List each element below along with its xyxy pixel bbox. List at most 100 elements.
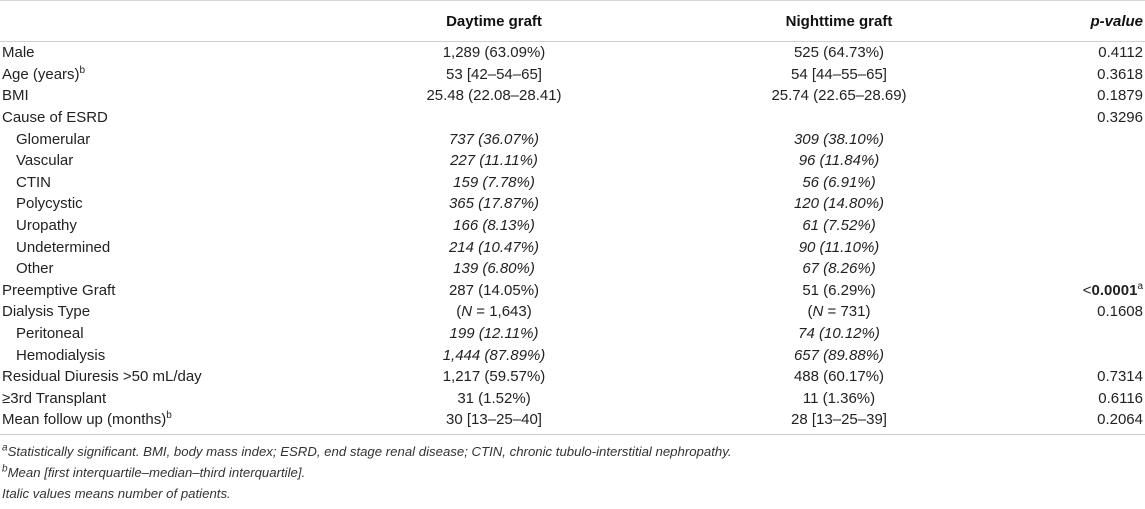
table-row: Preemptive Graft 287 (14.05%) 51 (6.29%)… (0, 280, 1145, 302)
nighttime-value: 96 (11.84%) (798, 152, 880, 170)
p-value: 0.1608 (1097, 303, 1143, 321)
nighttime-value: 488 (60.17%) (793, 368, 885, 386)
daytime-value: 139 (6.80%) (453, 260, 535, 278)
p-value: 0.3296 (1097, 109, 1143, 127)
p-value (1020, 236, 1145, 258)
daytime-value: 159 (7.78%) (453, 173, 535, 191)
nighttime-value: 657 (89.88%) (793, 346, 885, 364)
daytime-value: 1,217 (59.57%) (442, 368, 546, 386)
p-value: 0.3618 (1097, 65, 1143, 83)
table-row: Other 139 (6.80%) 67 (8.26%) (0, 258, 1145, 280)
daytime-value: 199 (12.11%) (449, 325, 539, 343)
data-table: Daytime graft Nighttime graft p-value Ma… (0, 0, 1145, 435)
table-row: Cause of ESRD 0.3296 (0, 107, 1145, 129)
p-value (1020, 172, 1145, 194)
nighttime-value: 56 (6.91%) (802, 173, 876, 191)
significant-p-value: 0.0001 (1091, 281, 1138, 299)
daytime-value: 227 (11.11%) (450, 152, 538, 170)
table-body: Male 1,289 (63.09%) 525 (64.73%) 0.4112 … (0, 42, 1145, 435)
table-row: ≥3rd Transplant 31 (1.52%) 11 (1.36%) 0.… (0, 388, 1145, 410)
nighttime-value: 90 (11.10%) (798, 238, 880, 256)
header-variable (0, 0, 330, 42)
daytime-value: 1,289 (63.09%) (442, 44, 546, 62)
nighttime-value: 25.74 (22.65–28.69) (771, 87, 907, 105)
footnote-italic-note: Italic values means number of patients. (2, 485, 231, 501)
nighttime-value: 61 (7.52%) (802, 217, 876, 235)
daytime-value: 365 (17.87%) (448, 195, 540, 213)
nighttime-value (658, 107, 1020, 129)
nighttime-value: 51 (6.29%) (802, 281, 876, 299)
p-value (1020, 344, 1145, 366)
table-row: Male 1,289 (63.09%) 525 (64.73%) 0.4112 (0, 42, 1145, 64)
daytime-value: 30 [13–25–40] (330, 409, 658, 435)
p-value (1020, 258, 1145, 280)
table-row: Undetermined 214 (10.47%) 90 (11.10%) (0, 236, 1145, 258)
row-label: ≥3rd Transplant (2, 389, 107, 407)
table-row: Dialysis Type (N = 1,643) (N = 731) 0.16… (0, 301, 1145, 323)
p-value (1020, 193, 1145, 215)
table-row: Mean follow up (months)b 30 [13–25–40] 2… (0, 409, 1145, 435)
nighttime-value: 120 (14.80%) (793, 195, 885, 213)
table-footnotes: aStatistically significant. BMI, body ma… (0, 441, 1145, 504)
footnote-mark: b (79, 64, 86, 76)
footnote-b: bMean [first interquartile–median–third … (2, 463, 306, 480)
row-label: Cause of ESRD (2, 109, 108, 127)
daytime-value: 214 (10.47%) (448, 238, 540, 256)
p-value: 0.1879 (1097, 87, 1143, 105)
nighttime-value: (N = 731) (807, 303, 871, 321)
daytime-value: 287 (14.05%) (448, 281, 540, 299)
nighttime-value: 11 (1.36%) (802, 389, 876, 407)
p-value: 0.2064 (1020, 409, 1145, 435)
table-header: Daytime graft Nighttime graft p-value (0, 0, 1145, 42)
header-nighttime-graft: Nighttime graft (658, 0, 1020, 42)
footnote-mark: b (166, 410, 172, 422)
row-label: Vascular (16, 152, 74, 170)
p-value: 0.4112 (1098, 44, 1143, 62)
p-value (1020, 215, 1145, 237)
daytime-value: 25.48 (22.08–28.41) (426, 87, 562, 105)
daytime-value: 31 (1.52%) (457, 389, 531, 407)
nighttime-value: 54 [44–55–65] (791, 65, 887, 83)
footnote-mark: a (1137, 280, 1143, 292)
table-row: Hemodialysis 1,444 (87.89%) 657 (89.88%) (0, 344, 1145, 366)
table-row: Residual Diuresis >50 mL/day 1,217 (59.5… (0, 366, 1145, 388)
daytime-value (330, 107, 658, 129)
p-value (1020, 150, 1145, 172)
row-label: Male (2, 44, 35, 62)
daytime-value: 166 (8.13%) (453, 217, 535, 235)
p-value: <0.0001a (1082, 280, 1143, 299)
row-label: BMI (2, 87, 29, 105)
table-row: Vascular 227 (11.11%) 96 (11.84%) (0, 150, 1145, 172)
row-label: Mean follow up (months)b (0, 409, 330, 435)
table-row: Uropathy 166 (8.13%) 61 (7.52%) (0, 215, 1145, 237)
footnote-a: aStatistically significant. BMI, body ma… (2, 442, 732, 459)
nighttime-value: 525 (64.73%) (793, 44, 885, 62)
daytime-value: 1,444 (87.89%) (442, 346, 546, 364)
nighttime-value: 28 [13–25–39] (658, 409, 1020, 435)
p-value (1020, 128, 1145, 150)
header-p-value: p-value (1020, 0, 1145, 42)
row-label: Dialysis Type (2, 303, 91, 321)
table-row: CTIN 159 (7.78%) 56 (6.91%) (0, 172, 1145, 194)
p-value (1020, 323, 1145, 345)
table-row: Polycystic 365 (17.87%) 120 (14.80%) (0, 193, 1145, 215)
nighttime-value: 309 (38.10%) (793, 130, 885, 148)
row-label: Uropathy (16, 217, 77, 235)
row-label: Hemodialysis (16, 346, 106, 364)
row-label: Preemptive Graft (2, 281, 116, 299)
p-value: 0.6116 (1098, 389, 1143, 407)
row-label: Age (years)b (2, 64, 86, 83)
header-daytime-graft: Daytime graft (330, 0, 658, 42)
table-row: Glomerular 737 (36.07%) 309 (38.10%) (0, 128, 1145, 150)
row-label: Undetermined (16, 238, 111, 256)
row-label: Peritoneal (16, 325, 84, 343)
row-label: Residual Diuresis >50 mL/day (2, 368, 202, 386)
daytime-value: 53 [42–54–65] (446, 65, 542, 83)
row-label: Glomerular (16, 130, 91, 148)
table-row: Age (years)b 53 [42–54–65] 54 [44–55–65]… (0, 64, 1145, 86)
daytime-value: 737 (36.07%) (448, 130, 540, 148)
nighttime-value: 74 (10.12%) (798, 325, 880, 343)
daytime-value: (N = 1,643) (456, 303, 532, 321)
p-value: 0.7314 (1097, 368, 1143, 386)
table-row: Peritoneal 199 (12.11%) 74 (10.12%) (0, 323, 1145, 345)
